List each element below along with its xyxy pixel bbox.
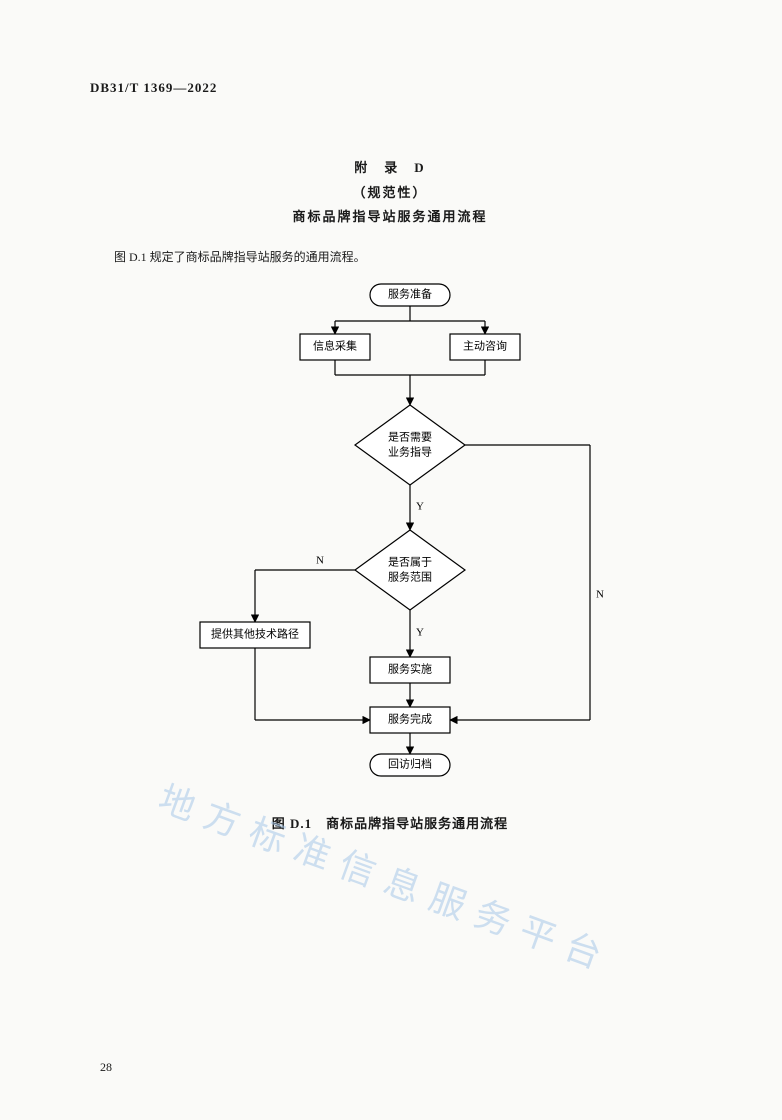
flowchart: 服务准备 信息采集 主动咨询 是否需要 业务指导 Y (170, 275, 650, 795)
figure-caption: 图 D.1 商标品牌指导站服务通用流程 (90, 813, 690, 832)
appendix-header: 附 录 D （规范性） 商标品牌指导站服务通用流程 (90, 156, 690, 230)
appendix-line-2: （规范性） (90, 181, 690, 206)
node-d1-label2: 业务指导 (388, 445, 432, 459)
node-d1-label1: 是否需要 (388, 431, 432, 444)
node-decision-need (355, 405, 465, 485)
edge-label-y1: Y (416, 501, 424, 513)
node-d2-label2: 服务范围 (388, 570, 432, 584)
node-archive-label: 回访归档 (388, 757, 432, 771)
node-d2-label1: 是否属于 (388, 556, 432, 569)
edge-label-y2: Y (416, 627, 424, 639)
node-decision-scope (355, 530, 465, 610)
doc-code: DB31/T 1369—2022 (90, 80, 690, 96)
edge-label-n2: N (596, 589, 604, 601)
page-number: 28 (100, 1060, 112, 1075)
node-other-label: 提供其他技术路径 (211, 627, 299, 641)
node-done-label: 服务完成 (388, 712, 432, 726)
node-info-label: 信息采集 (313, 339, 357, 353)
intro-text: 图 D.1 规定了商标品牌指导站服务的通用流程。 (90, 248, 690, 265)
node-impl-label: 服务实施 (388, 662, 432, 676)
node-start-label: 服务准备 (388, 287, 432, 301)
node-consult-label: 主动咨询 (463, 339, 507, 353)
appendix-line-3: 商标品牌指导站服务通用流程 (90, 205, 690, 230)
appendix-line-1: 附 录 D (90, 156, 690, 181)
edge-label-n1: N (316, 555, 324, 567)
